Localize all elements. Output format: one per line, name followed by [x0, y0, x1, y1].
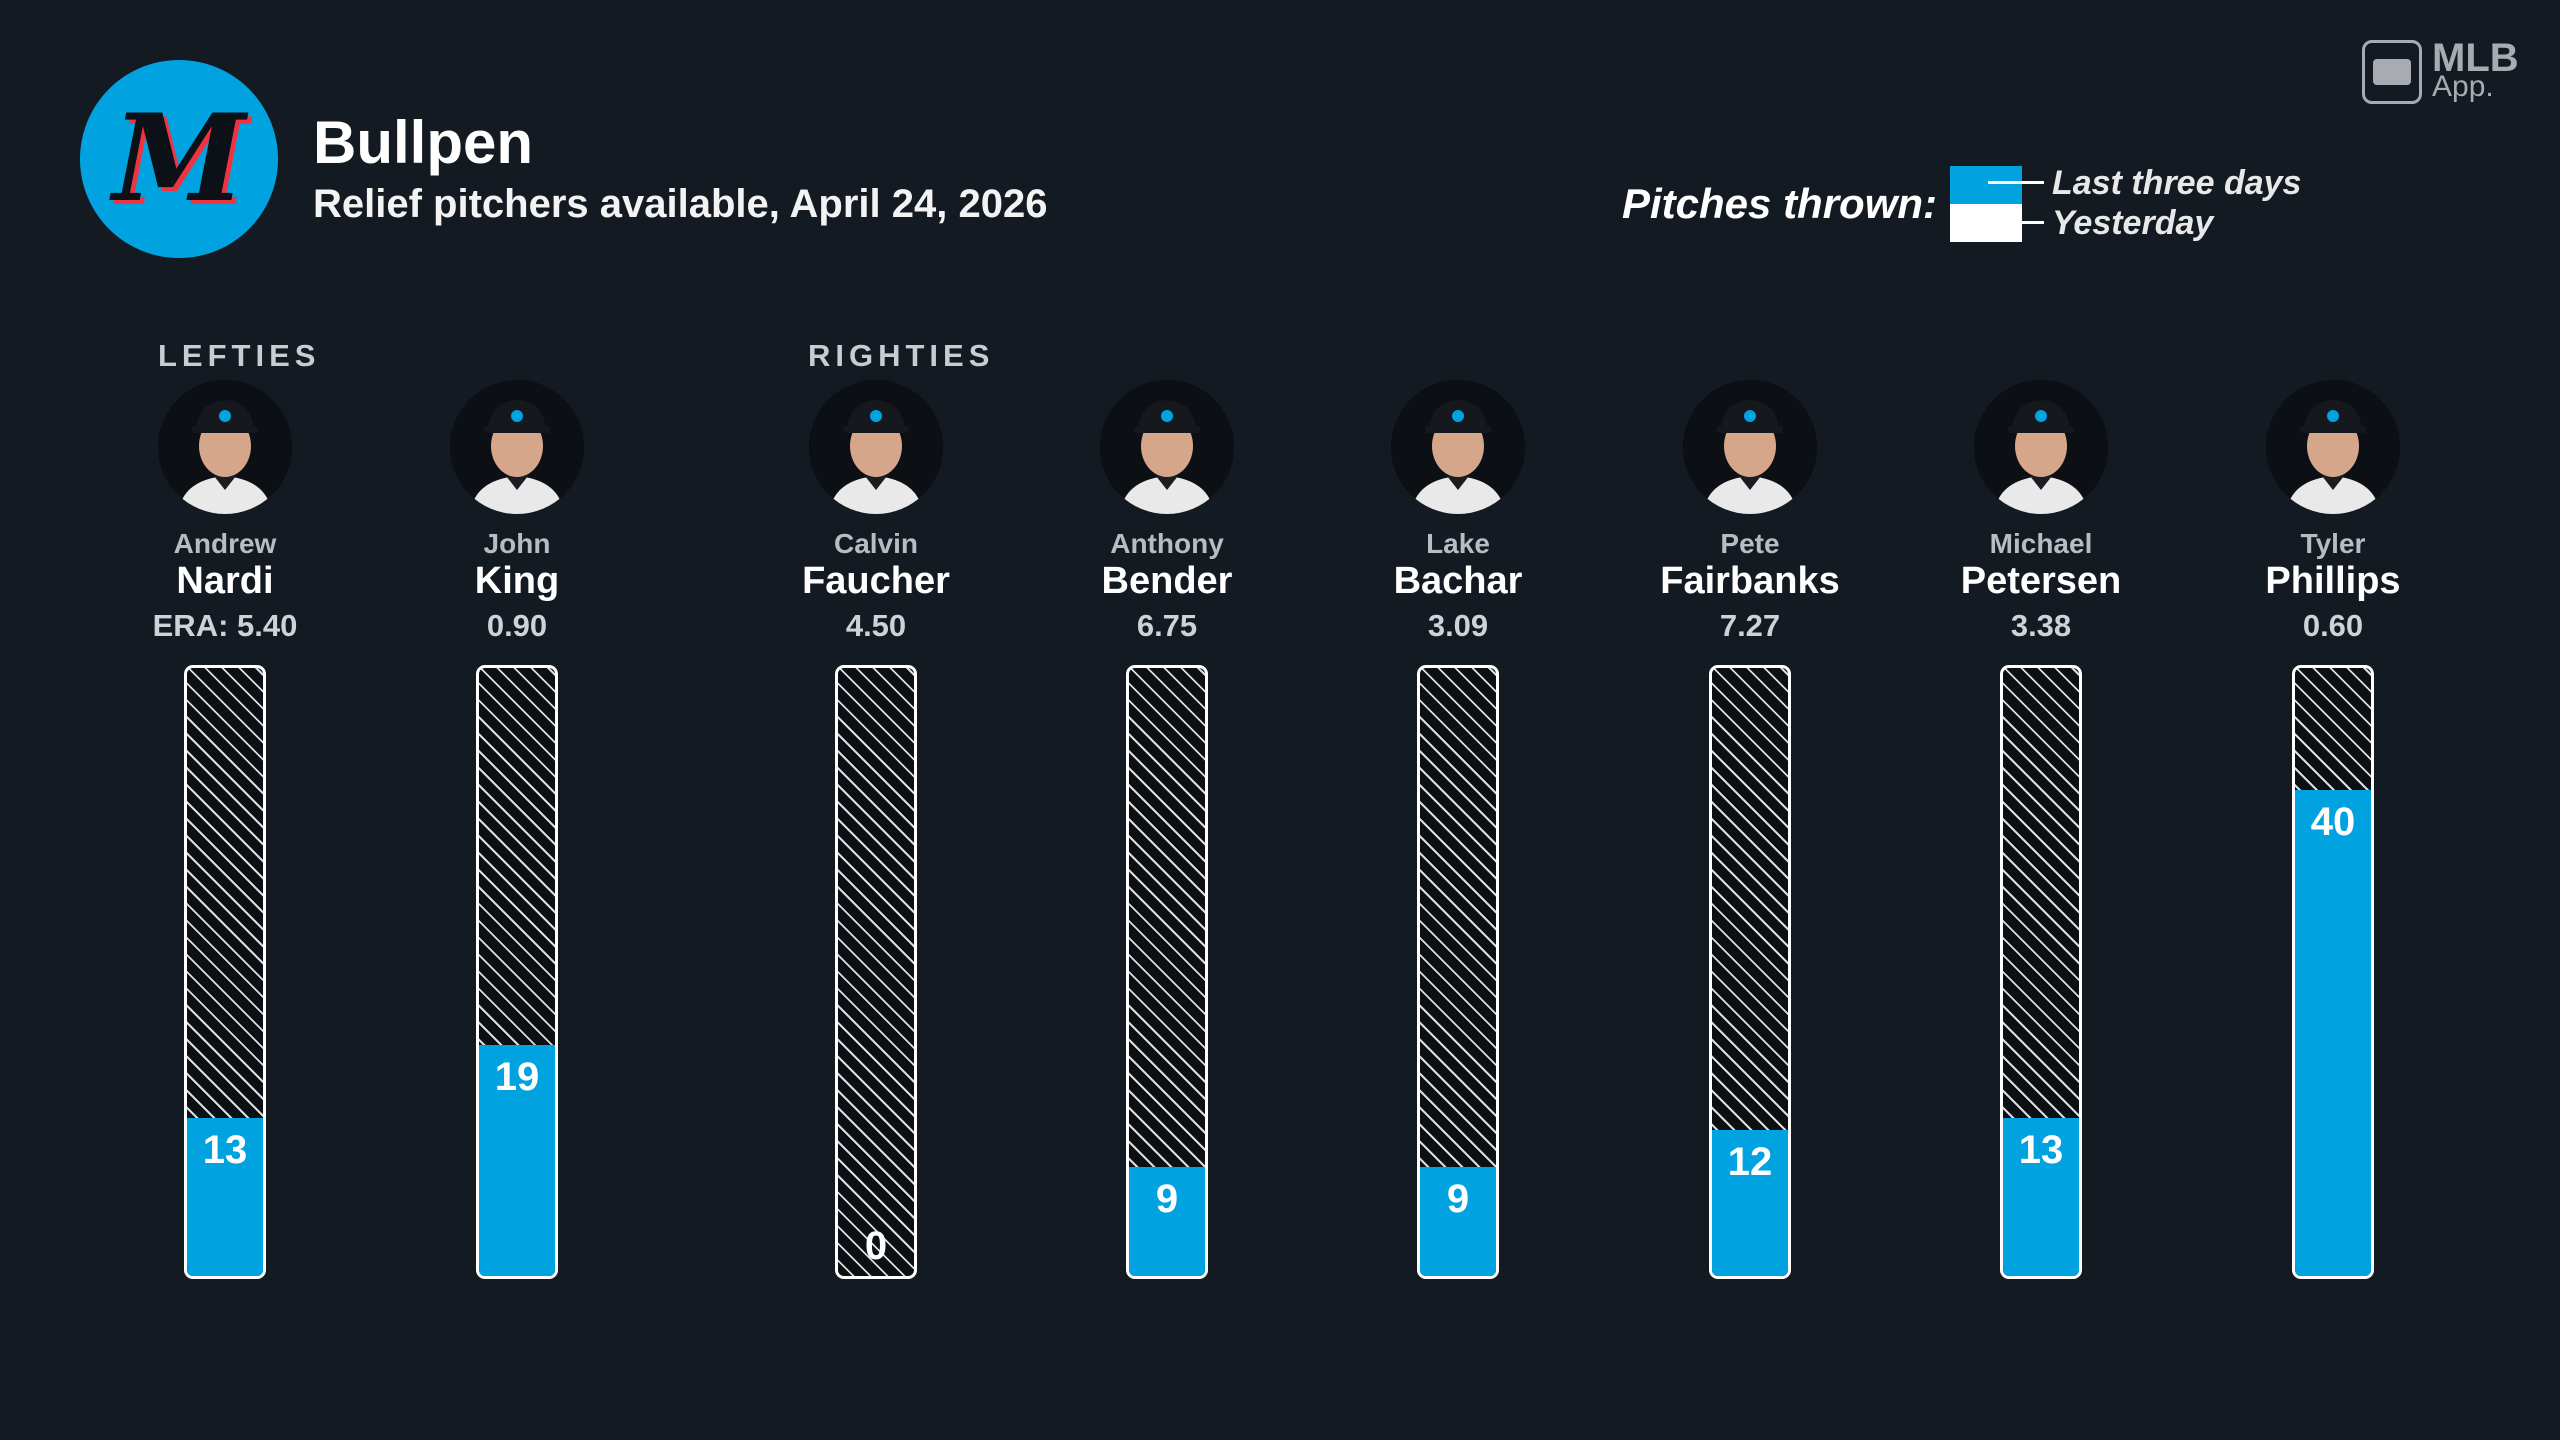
player-first-name: Michael — [1989, 528, 2093, 559]
pitch-count-label: 13 — [2018, 1128, 2064, 1172]
player-era: 3.38 — [2010, 608, 2072, 643]
player-last-name: Bender — [1101, 560, 1233, 602]
pitch-bar: 19 — [476, 665, 558, 1279]
mlb-logo-text: MLB — [2432, 36, 2519, 80]
player-headshot — [1391, 380, 1525, 514]
legend-label: Pitches thrown: — [1622, 180, 1938, 227]
player-headshot — [1683, 380, 1817, 514]
player-era: 0.90 — [486, 608, 548, 643]
player-era: 6.75 — [1136, 608, 1198, 643]
page-subtitle: Relief pitchers available, April 24, 202… — [313, 182, 1048, 226]
pitch-bar: 9 — [1417, 665, 1499, 1279]
pitch-bar: 12 — [1709, 665, 1791, 1279]
pitch-bar: 13 — [2000, 665, 2082, 1279]
player-first-name: Andrew — [173, 528, 277, 559]
legend-item-last-three-days: Last three days — [2052, 164, 2302, 202]
player-headshot-icon — [1100, 380, 1234, 514]
player-headshot — [158, 380, 292, 514]
player-headshot-icon — [2266, 380, 2400, 514]
pitch-bar-fill-last-three-days — [2003, 1118, 2079, 1276]
player-last-name: Bachar — [1393, 560, 1523, 602]
pitch-bar-fill-last-three-days — [1420, 1167, 1496, 1276]
pitch-bar: 40 — [2292, 665, 2374, 1279]
player-last-name: Phillips — [2265, 560, 2401, 602]
group-label-righties: RIGHTIES — [808, 338, 995, 373]
player-last-name: Petersen — [1960, 560, 2122, 602]
player-last-name: King — [474, 560, 560, 602]
pitch-bar-fill-last-three-days — [187, 1118, 263, 1276]
player-era: 7.27 — [1719, 608, 1781, 643]
player-first-name: Tyler — [2300, 528, 2366, 559]
group-label-lefties: LEFTIES — [158, 338, 321, 373]
player-headshot — [450, 380, 584, 514]
player-headshot — [809, 380, 943, 514]
pitch-bar-fill-last-three-days — [2295, 790, 2371, 1276]
legend-connector — [1988, 181, 2044, 184]
pitch-bar-fill-last-three-days — [1712, 1130, 1788, 1276]
player-headshot — [2266, 380, 2400, 514]
legend-item-yesterday: Yesterday — [2052, 204, 2214, 242]
player-last-name: Fairbanks — [1660, 560, 1840, 602]
legend-swatch-last-three-days — [1950, 166, 2022, 204]
pitch-count-label: 13 — [202, 1128, 248, 1172]
pitch-count-label: 0 — [864, 1224, 888, 1268]
pitch-bar-fill-last-three-days — [479, 1045, 555, 1276]
pitch-bar: 13 — [184, 665, 266, 1279]
legend-connector — [1988, 221, 2044, 224]
player-era: 4.50 — [845, 608, 907, 643]
pitch-bar-fill-last-three-days — [1129, 1167, 1205, 1276]
player-era: 0.60 — [2302, 608, 2364, 643]
pitch-count-label: 40 — [2310, 800, 2356, 844]
player-first-name: Lake — [1426, 528, 1490, 559]
player-headshot — [1974, 380, 2108, 514]
player-headshot-icon — [809, 380, 943, 514]
pitch-count-label: 9 — [1446, 1177, 1470, 1221]
player-headshot-icon — [1974, 380, 2108, 514]
player-last-name: Faucher — [802, 560, 950, 602]
mlb-app-logo: MLB App. — [2362, 36, 2542, 106]
player-headshot-icon — [158, 380, 292, 514]
mlb-logo-subtext: App. — [2432, 70, 2494, 103]
pitch-count-label: 9 — [1155, 1177, 1179, 1221]
pitch-count-label: 12 — [1727, 1140, 1773, 1184]
pitch-count-label: 19 — [494, 1055, 540, 1099]
player-era: ERA: 5.40 — [152, 608, 298, 643]
team-logo: M — [80, 60, 278, 258]
player-first-name: Pete — [1720, 528, 1780, 559]
player-era: 3.09 — [1427, 608, 1489, 643]
pitch-bar: 9 — [1126, 665, 1208, 1279]
player-first-name: Calvin — [833, 528, 919, 559]
player-last-name: Nardi — [176, 560, 274, 602]
legend-swatch — [1950, 166, 2022, 242]
player-headshot-icon — [1391, 380, 1525, 514]
player-headshot — [1100, 380, 1234, 514]
player-first-name: John — [483, 528, 551, 559]
player-headshot-icon — [450, 380, 584, 514]
page-title: Bullpen — [313, 109, 533, 176]
player-first-name: Anthony — [1110, 528, 1224, 559]
player-headshot-icon — [1683, 380, 1817, 514]
pitch-bar: 0 — [835, 665, 917, 1279]
mlb-logo-icon — [2362, 40, 2422, 104]
